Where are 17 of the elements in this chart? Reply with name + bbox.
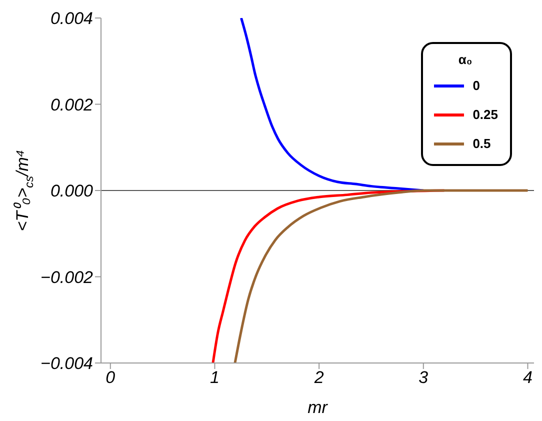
legend-label: 0.25 — [472, 107, 498, 122]
y-tick-label: 0.004 — [50, 9, 93, 28]
legend-label: 0.5 — [472, 136, 491, 151]
x-tick-label: 0 — [106, 368, 116, 388]
line-series — [234, 189, 529, 363]
x-tick-label: 4 — [523, 368, 532, 388]
legend-title: α₀ — [457, 52, 474, 67]
x-axis-title: mr — [308, 398, 329, 417]
y-tick-label: 0.000 — [50, 182, 94, 201]
x-tick-label: 3 — [418, 368, 429, 388]
x-tick-label: 2 — [313, 368, 324, 388]
y-tick-label: 0.002 — [50, 95, 94, 114]
x-tick-label: 1 — [210, 368, 220, 388]
line-series — [240, 18, 425, 192]
y-tick-label: −0.004 — [40, 354, 93, 374]
y-tick-label: −0.002 — [40, 268, 94, 287]
legend-label: 0 — [472, 78, 480, 93]
